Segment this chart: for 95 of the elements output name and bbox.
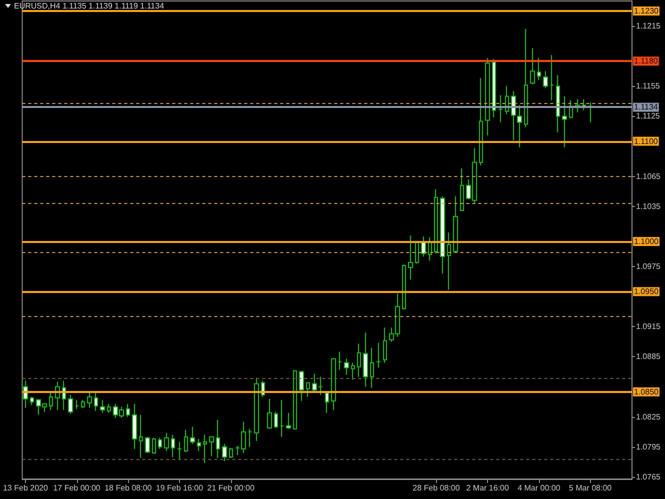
candlestick bbox=[132, 403, 137, 450]
candlestick bbox=[415, 242, 419, 264]
candlestick bbox=[152, 437, 156, 454]
candlestick bbox=[197, 438, 201, 452]
candlestick bbox=[460, 168, 464, 211]
candlestick bbox=[306, 382, 310, 398]
candlestick bbox=[338, 351, 342, 370]
ref-line-label: 1.0950 bbox=[634, 287, 660, 296]
candlestick bbox=[203, 434, 207, 464]
candlestick bbox=[383, 327, 387, 364]
ref-line-label: 1.1180 bbox=[634, 56, 658, 66]
candlestick bbox=[440, 196, 445, 274]
candlestick bbox=[248, 428, 252, 448]
candlestick bbox=[556, 74, 560, 133]
ref-line-label: 1.1000 bbox=[634, 237, 660, 246]
y-tick-label: 1.1065 bbox=[636, 172, 662, 181]
candlestick bbox=[537, 58, 541, 81]
candlestick bbox=[408, 234, 413, 280]
candlestick bbox=[325, 392, 329, 414]
candlestick bbox=[434, 188, 438, 254]
candlestick bbox=[543, 70, 548, 89]
candlestick bbox=[550, 54, 554, 101]
candlestick bbox=[492, 58, 496, 118]
candlestick bbox=[357, 343, 361, 378]
candlestick bbox=[363, 332, 368, 388]
candlestick bbox=[139, 414, 143, 458]
x-tick-label: 28 Feb 08:00 bbox=[412, 484, 460, 492]
candlestick bbox=[81, 399, 85, 408]
candlestick bbox=[511, 90, 516, 141]
ref-line-label: 1.1100 bbox=[634, 136, 658, 146]
y-tick-label: 1.0765 bbox=[636, 472, 662, 482]
candlestick bbox=[87, 391, 92, 408]
y-tick-label: 1.1155 bbox=[636, 82, 660, 91]
candlestick bbox=[370, 347, 374, 388]
x-tick-label: 5 Mar 08:00 bbox=[568, 484, 612, 492]
y-tick-label: 1.0825 bbox=[636, 412, 662, 422]
candlestick bbox=[376, 342, 381, 368]
candlestick bbox=[530, 48, 535, 85]
candlestick bbox=[428, 236, 432, 262]
y-tick-label: 1.0795 bbox=[636, 442, 662, 452]
x-tick-label: 13 Feb 2020 bbox=[2, 484, 48, 492]
ref-line-label: 1.1230 bbox=[634, 6, 660, 16]
candlestick bbox=[126, 403, 130, 418]
candlestick bbox=[274, 411, 278, 428]
candlestick bbox=[209, 436, 214, 456]
x-tick-label: 19 Feb 16:00 bbox=[156, 484, 204, 492]
y-tick-label: 1.0885 bbox=[636, 352, 662, 362]
candlestick bbox=[344, 358, 349, 376]
candlestick bbox=[145, 436, 150, 454]
candlestick bbox=[402, 264, 406, 310]
candlestick bbox=[68, 394, 73, 414]
ref-line-label: 1.1134 bbox=[634, 102, 658, 112]
candlestick bbox=[100, 399, 105, 414]
x-tick-label: 21 Feb 00:00 bbox=[207, 484, 255, 492]
candlestick bbox=[254, 377, 259, 442]
candlestick bbox=[517, 104, 522, 148]
candlestick bbox=[485, 58, 490, 136]
candlestick bbox=[299, 370, 304, 402]
candlestick bbox=[453, 196, 458, 252]
candlestick bbox=[49, 391, 53, 410]
candlestick bbox=[164, 432, 169, 452]
candlestick bbox=[75, 399, 79, 410]
x-tick-label: 18 Feb 08:00 bbox=[104, 484, 152, 492]
candlestick bbox=[447, 232, 451, 290]
candlestick bbox=[229, 447, 233, 458]
candlestick bbox=[498, 94, 503, 123]
candlestick bbox=[30, 396, 34, 406]
candlestick bbox=[267, 398, 272, 430]
candlestick bbox=[293, 370, 297, 430]
candlestick bbox=[479, 78, 483, 166]
candlestick bbox=[222, 443, 227, 462]
x-tick-label: 4 Mar 00:00 bbox=[518, 484, 561, 492]
candlestick bbox=[286, 412, 291, 430]
candlestick bbox=[107, 403, 111, 414]
y-tick-label: 1.1215 bbox=[636, 22, 662, 31]
candlestick bbox=[331, 358, 336, 410]
y-tick-label: 1.0915 bbox=[636, 322, 662, 332]
candlestick bbox=[562, 96, 567, 148]
candlestick bbox=[351, 362, 355, 380]
x-tick-label: 2 Mar 16:00 bbox=[466, 484, 510, 492]
candlestick bbox=[94, 392, 98, 412]
candlestick bbox=[177, 441, 182, 460]
ref-line-label: 1.0850 bbox=[634, 387, 660, 396]
y-tick-label: 1.1035 bbox=[636, 202, 662, 211]
candlestick bbox=[158, 437, 162, 450]
x-tick-label: 17 Feb 00:00 bbox=[53, 484, 101, 492]
y-tick-label: 1.0975 bbox=[636, 262, 662, 272]
candlestick bbox=[280, 399, 284, 438]
candlestick bbox=[216, 419, 220, 458]
candlestick bbox=[184, 429, 188, 452]
candlestick bbox=[421, 236, 426, 258]
candlestick bbox=[524, 28, 528, 128]
y-tick-label: 1.1125 bbox=[636, 112, 660, 121]
candlestick bbox=[190, 426, 195, 444]
candlestick bbox=[171, 434, 175, 458]
